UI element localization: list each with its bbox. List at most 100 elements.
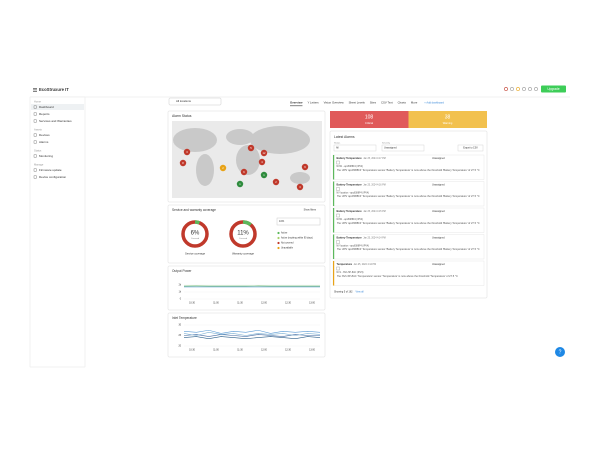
filter-label: Severity — [382, 142, 391, 145]
tab[interactable]: Sheet Levels — [349, 101, 366, 105]
donut-caption: Service coverage — [185, 252, 206, 256]
continent — [196, 154, 214, 186]
alarm-status: Unassigned — [432, 184, 445, 187]
hamburger[interactable] — [33, 88, 37, 92]
alarm-text-body: The UPS 'apc8388F4' Temperature sensor '… — [336, 168, 480, 172]
x-tick-label: 12:30 — [285, 350, 291, 352]
map-marker[interactable] — [260, 171, 268, 179]
alarm-item[interactable] — [332, 207, 485, 233]
continent — [236, 145, 260, 175]
map-marker[interactable] — [296, 183, 304, 191]
alarm-text: The UPS 'apc8388F4' Temperature sensor '… — [337, 195, 480, 198]
alarm-title: Battery Temperature — [337, 236, 363, 240]
header-icon[interactable] — [510, 87, 514, 91]
map-marker[interactable] — [219, 164, 227, 172]
tab[interactable]: More — [411, 101, 418, 105]
severity-bar — [333, 155, 335, 180]
alarm-time: Jan 25, 2024 4:15 PM — [363, 211, 386, 213]
nav-item[interactable]: Alarms — [39, 140, 49, 144]
card-title: Output Power — [172, 269, 192, 273]
tab[interactable]: Charts — [398, 101, 407, 105]
export-label: Export to CSV — [463, 147, 478, 150]
alarm-time: Jan 25, 2024 4:12 PM — [354, 264, 377, 266]
tab[interactable]: CSV Text — [381, 101, 393, 105]
card-title: Service and warranty coverage — [172, 208, 216, 212]
kpi-tile[interactable] — [330, 111, 409, 128]
map-marker[interactable] — [260, 149, 268, 157]
add-dashboard[interactable]: + Add dashboard — [424, 101, 444, 105]
map-marker[interactable] — [247, 144, 255, 152]
x-tick-label: 13:00 — [309, 303, 315, 305]
nav-icon — [33, 105, 37, 109]
severity-bar — [333, 208, 335, 233]
tab[interactable]: Y Letters — [307, 101, 319, 105]
alarm-title: Temperature — [337, 262, 353, 266]
view-all[interactable]: View all — [355, 291, 364, 294]
map-marker[interactable] — [179, 159, 187, 167]
help-button[interactable] — [555, 347, 565, 357]
nav-item[interactable]: Services and Warranties — [39, 119, 72, 123]
nav-item[interactable]: Monitoring — [39, 154, 53, 158]
alarm-icon — [336, 160, 340, 165]
continent — [173, 128, 217, 152]
alarm-item[interactable] — [332, 234, 485, 260]
alarm-title: Battery Temperature — [337, 156, 363, 160]
map-marker[interactable] — [301, 163, 309, 171]
filter-value: All — [336, 147, 339, 150]
alarm-time: Jan 25, 2024 4:14 PM — [363, 238, 386, 240]
donut-arc — [181, 220, 209, 248]
nav-item[interactable]: Devices — [39, 133, 50, 137]
x-tick-label: 11:30 — [237, 350, 243, 352]
marker-count: 3 — [186, 150, 188, 154]
upgrade-button[interactable] — [541, 85, 566, 93]
legend-label: Not covered — [281, 242, 294, 245]
series-line — [183, 332, 321, 336]
nav-item[interactable]: Reports — [39, 112, 50, 116]
tab[interactable]: Vision Overview — [324, 101, 345, 105]
nav-icon — [33, 133, 37, 137]
filter-select[interactable] — [381, 144, 425, 152]
alarm-item[interactable] — [332, 260, 485, 286]
map-marker[interactable] — [236, 180, 244, 188]
map-marker[interactable] — [183, 148, 191, 156]
header-icon[interactable] — [504, 87, 508, 91]
filter-link[interactable]: Show filters — [304, 209, 317, 212]
nav-icon — [33, 175, 37, 179]
severity-bar — [333, 181, 335, 206]
donut-value: 6% — [191, 231, 200, 237]
filter-label: Status — [334, 142, 341, 145]
tab[interactable]: Overview — [290, 101, 303, 105]
map-marker[interactable] — [272, 178, 280, 186]
alarm-item[interactable] — [332, 181, 485, 207]
severity-bar — [333, 261, 335, 286]
nav-item[interactable]: Device configuration — [39, 175, 67, 179]
header-icon[interactable] — [534, 87, 538, 91]
header-icon[interactable] — [516, 87, 520, 91]
marker-count: 5 — [250, 146, 252, 150]
alarm-text: The NV1-5P-8AC 'Temperature' sensor 'Tem… — [337, 275, 458, 278]
nav-item[interactable]: Dashboard — [39, 105, 54, 109]
export-button[interactable] — [457, 144, 484, 152]
map-marker[interactable] — [258, 158, 266, 166]
nav-group-label: Status — [34, 149, 42, 153]
nav-item[interactable]: Firmware update — [39, 168, 62, 172]
filter-select[interactable] — [333, 144, 377, 152]
tab[interactable]: Sites — [370, 101, 377, 105]
header-icon[interactable] — [528, 87, 532, 91]
alarm-time: Jan 25, 2024 4:16 PM — [363, 185, 386, 187]
kpi-value: 108 — [365, 114, 374, 120]
legend-swatch — [277, 246, 280, 250]
alarm-item[interactable] — [332, 154, 485, 180]
search-box[interactable] — [168, 97, 222, 106]
map-marker[interactable] — [240, 168, 248, 176]
kpi-tile[interactable] — [408, 111, 488, 128]
legend-label: Unavailable — [281, 248, 294, 250]
select[interactable] — [276, 217, 321, 226]
header-icon[interactable] — [522, 87, 526, 91]
filter-value: Unassigned — [384, 147, 397, 150]
alarm-text-body: The UPS 'apc8388F4' Temperature sensor '… — [336, 221, 480, 225]
continent — [250, 126, 310, 154]
alarm-device: NV location - apc8388F4 (IPV4) — [337, 192, 370, 195]
sidebar — [29, 96, 86, 368]
